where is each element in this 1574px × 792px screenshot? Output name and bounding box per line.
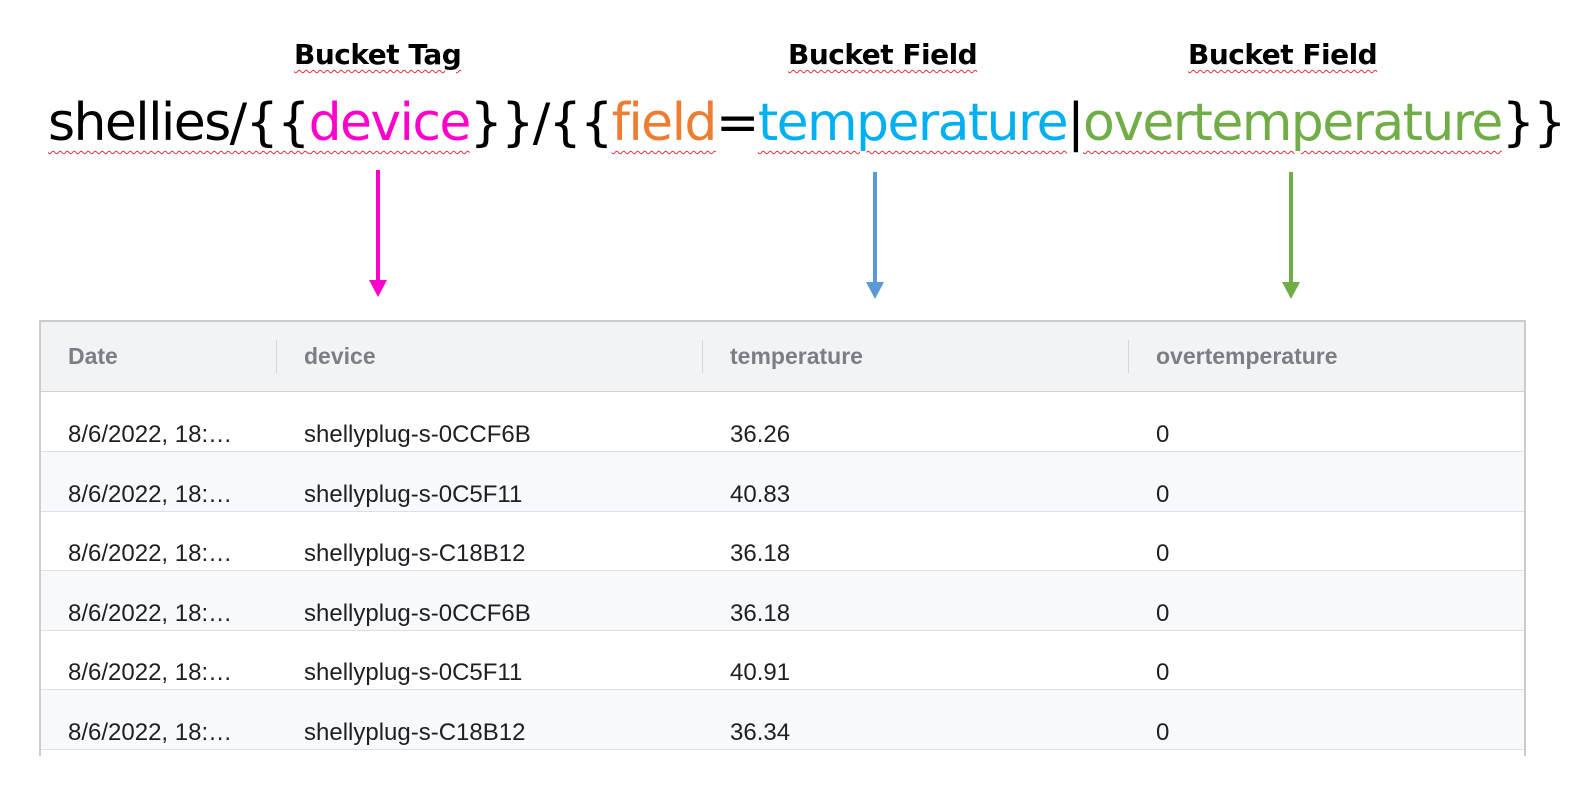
pattern-suffix: }} bbox=[1501, 93, 1567, 153]
column-header-device[interactable]: device bbox=[304, 343, 376, 369]
cell-overtemperature: 0 bbox=[1156, 480, 1170, 508]
arrow-device bbox=[369, 170, 387, 297]
table-row: 8/6/2022, 18:… shellyplug-s-0CCF6B 36.18… bbox=[41, 571, 1524, 631]
arrow-temperature bbox=[866, 172, 884, 299]
bucket-field-label-temperature: Bucket Field bbox=[788, 38, 978, 71]
pattern-mid: }}/{{ bbox=[469, 93, 613, 153]
cell-date: 8/6/2022, 18:… bbox=[68, 659, 233, 687]
cell-temperature: 40.91 bbox=[730, 659, 791, 687]
pattern-temperature: temperature bbox=[757, 93, 1069, 153]
cell-date: 8/6/2022, 18:… bbox=[68, 599, 233, 627]
data-table: Date device temperature overtemperature … bbox=[39, 320, 1526, 756]
cell-temperature: 36.18 bbox=[730, 599, 791, 627]
pattern-pipe: | bbox=[1067, 93, 1085, 153]
arrow-overtemperature bbox=[1282, 172, 1300, 299]
pattern-overtemperature: overtemperature bbox=[1083, 93, 1503, 153]
cell-device: shellyplug-s-0CCF6B bbox=[304, 421, 531, 448]
pattern-equals: = bbox=[715, 93, 760, 153]
cell-temperature: 36.26 bbox=[730, 421, 791, 448]
column-divider[interactable] bbox=[276, 340, 277, 373]
cell-device: shellyplug-s-C18B12 bbox=[304, 718, 526, 746]
cell-device: shellyplug-s-C18B12 bbox=[304, 540, 526, 568]
column-divider[interactable] bbox=[702, 340, 703, 373]
table-row: 8/6/2022, 18:… shellyplug-s-0C5F11 40.83… bbox=[41, 452, 1524, 512]
table-row: 8/6/2022, 18:… shellyplug-s-0C5F11 40.91… bbox=[41, 631, 1524, 691]
bucket-field-label-temperature-text: Bucket Field bbox=[788, 38, 978, 71]
table-header: Date device temperature overtemperature bbox=[41, 322, 1524, 392]
cell-overtemperature: 0 bbox=[1156, 718, 1170, 746]
cell-date: 8/6/2022, 18:… bbox=[68, 718, 233, 746]
cell-date: 8/6/2022, 18:… bbox=[68, 540, 233, 568]
pattern-prefix: shellies/{{ bbox=[48, 93, 310, 153]
column-header-overtemperature[interactable]: overtemperature bbox=[1156, 343, 1338, 369]
cell-temperature: 36.34 bbox=[730, 718, 791, 746]
table-body: 8/6/2022, 18:… shellyplug-s-0CCF6B 36.26… bbox=[41, 392, 1524, 750]
column-header-date[interactable]: Date bbox=[68, 343, 118, 369]
cell-overtemperature: 0 bbox=[1156, 659, 1170, 687]
pattern-device: device bbox=[308, 93, 472, 153]
cell-overtemperature: 0 bbox=[1156, 599, 1170, 627]
bucket-tag-label-text: Bucket Tag bbox=[294, 38, 462, 71]
table-row: 8/6/2022, 18:… shellyplug-s-C18B12 36.34… bbox=[41, 690, 1524, 750]
cell-device: shellyplug-s-0C5F11 bbox=[304, 659, 523, 687]
bucket-tag-label: Bucket Tag bbox=[294, 38, 462, 71]
column-divider[interactable] bbox=[1128, 340, 1129, 373]
table-row: 8/6/2022, 18:… shellyplug-s-C18B12 36.18… bbox=[41, 512, 1524, 572]
pattern-field: field bbox=[611, 93, 718, 153]
cell-device: shellyplug-s-0C5F11 bbox=[304, 480, 523, 508]
cell-overtemperature: 0 bbox=[1156, 540, 1170, 568]
cell-device: shellyplug-s-0CCF6B bbox=[304, 599, 531, 627]
table-row: 8/6/2022, 18:… shellyplug-s-0CCF6B 36.26… bbox=[41, 392, 1524, 452]
bucket-field-label-overtemperature-text: Bucket Field bbox=[1188, 38, 1378, 71]
cell-temperature: 36.18 bbox=[730, 540, 791, 568]
cell-temperature: 40.83 bbox=[730, 480, 791, 508]
cell-date: 8/6/2022, 18:… bbox=[68, 421, 233, 448]
topic-pattern: shellies/{{device}}/{{field=temperature|… bbox=[48, 88, 1567, 158]
bucket-field-label-overtemperature: Bucket Field bbox=[1188, 38, 1378, 71]
column-header-temperature[interactable]: temperature bbox=[730, 343, 863, 369]
cell-date: 8/6/2022, 18:… bbox=[68, 480, 233, 508]
cell-overtemperature: 0 bbox=[1156, 421, 1170, 448]
